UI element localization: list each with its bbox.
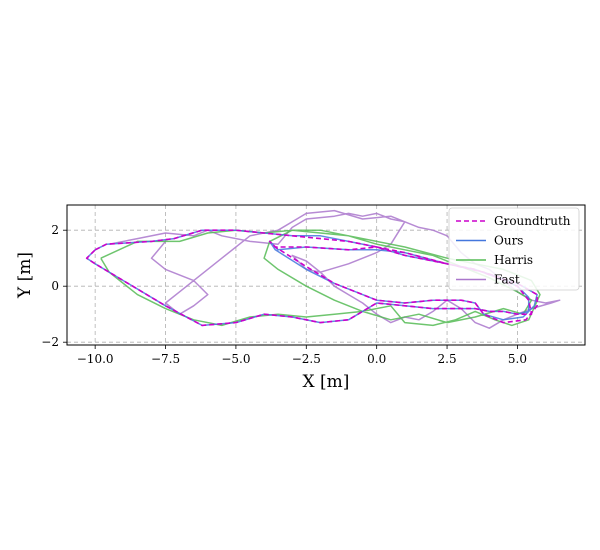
legend-box [448,207,580,291]
x-tick-label: 0.0 [367,352,386,366]
x-tick-label: −7.5 [151,352,180,366]
x-tick-label: −5.0 [221,352,250,366]
x-tick-label: −2.5 [292,352,321,366]
axes-frame [66,204,586,346]
y-tick-label: 0 [51,279,59,293]
y-tick-label: 2 [51,223,59,237]
legend-label-ours: Ours [494,234,523,248]
x-tick-label: 5.0 [508,352,527,366]
series-line-harris [100,229,541,327]
y-tick-label: −2 [41,335,59,349]
legend-label-harris: Harris [494,253,533,267]
legend: Groundtruth Ours Harris Fast [448,207,580,291]
x-axis-label: X [m] [303,372,350,392]
series-layer [85,209,561,329]
tick-layer: −10.0 −7.5 −5.0 −2.5 0.0 2.5 5.0 −2 0 2 [41,223,527,366]
legend-label-groundtruth: Groundtruth [494,214,571,228]
y-axis-label: Y [m] [15,252,35,299]
x-tick-label: 2.5 [438,352,457,366]
legend-label-fast: Fast [494,273,520,287]
series-line-groundtruth [85,229,538,327]
x-tick-label: −10.0 [77,352,114,366]
